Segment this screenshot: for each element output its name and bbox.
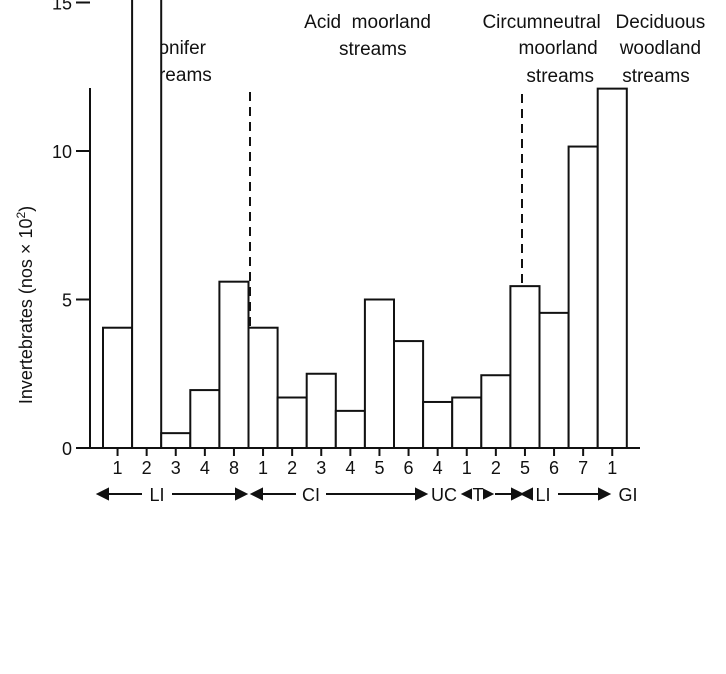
zone-label-gi: GI [618, 485, 637, 505]
category-label: 1 [607, 458, 617, 478]
bar [363, 298, 395, 449]
bar [189, 389, 221, 449]
bar [596, 87, 628, 449]
y-tick-label: 15 [52, 0, 72, 14]
bar [509, 285, 541, 450]
group-label-acid-moorland: Acid moorland streams [304, 0, 468, 60]
zone-ci-right-arrowhead [415, 487, 429, 501]
category-label: 1 [462, 458, 472, 478]
category-label: 5 [374, 458, 384, 478]
zone-label-li-2: LI [535, 485, 550, 505]
category-label: 2 [287, 458, 297, 478]
category-label: 5 [520, 458, 530, 478]
group-labels: Conifer streams Acid moorland streams Ci… [144, 0, 710, 87]
bar [480, 374, 512, 449]
zone-t-right-arrowhead [483, 488, 495, 500]
bar [102, 326, 134, 449]
bar [422, 400, 454, 449]
bars [102, 0, 628, 450]
bar [393, 340, 425, 449]
category-label: 6 [549, 458, 559, 478]
y-tick-label: 10 [52, 142, 72, 162]
category-label: 2 [491, 458, 501, 478]
bar [276, 396, 308, 450]
zone-arrows [95, 487, 612, 501]
zone-label-t: T [473, 485, 484, 505]
category-label: 3 [316, 458, 326, 478]
bar [538, 311, 570, 449]
group-label-deciduous: Deciduous woodland streams [615, 12, 710, 87]
y-ticks: 0 5 10 15 [52, 0, 90, 459]
zone-label-uc: UC [431, 485, 457, 505]
zone-label-ci: CI [302, 485, 320, 505]
category-label: 2 [142, 458, 152, 478]
bar [451, 396, 483, 450]
zone-label-li: LI [149, 485, 164, 505]
y-tick-label: 0 [62, 439, 72, 459]
zone-li2-left-arrowhead [519, 487, 533, 501]
bar [160, 432, 192, 449]
category-label: 3 [171, 458, 181, 478]
zone-t-left-arrowhead [460, 488, 472, 500]
category-label: 4 [345, 458, 355, 478]
bar [218, 280, 250, 449]
category-label: 4 [433, 458, 443, 478]
bar [334, 409, 366, 449]
zone-li-right-arrowhead [235, 487, 249, 501]
bar [247, 326, 279, 449]
category-label: 8 [229, 458, 239, 478]
category-label: 1 [258, 458, 268, 478]
zone-li2-right-arrowhead [598, 487, 612, 501]
category-label: 7 [578, 458, 588, 478]
y-axis-title: Invertebrates (nos × 102) [14, 206, 36, 404]
zone-labels: LI CI UC T LI GI [149, 485, 637, 505]
bar [305, 372, 337, 449]
category-label: 4 [200, 458, 210, 478]
bar [131, 0, 163, 449]
zone-li-left-arrowhead [95, 487, 109, 501]
category-label: 6 [404, 458, 414, 478]
bar [567, 145, 599, 449]
group-label-circumneutral: Circumneutral moorland streams [482, 12, 606, 87]
y-tick-label: 5 [62, 291, 72, 311]
category-label: 1 [113, 458, 123, 478]
